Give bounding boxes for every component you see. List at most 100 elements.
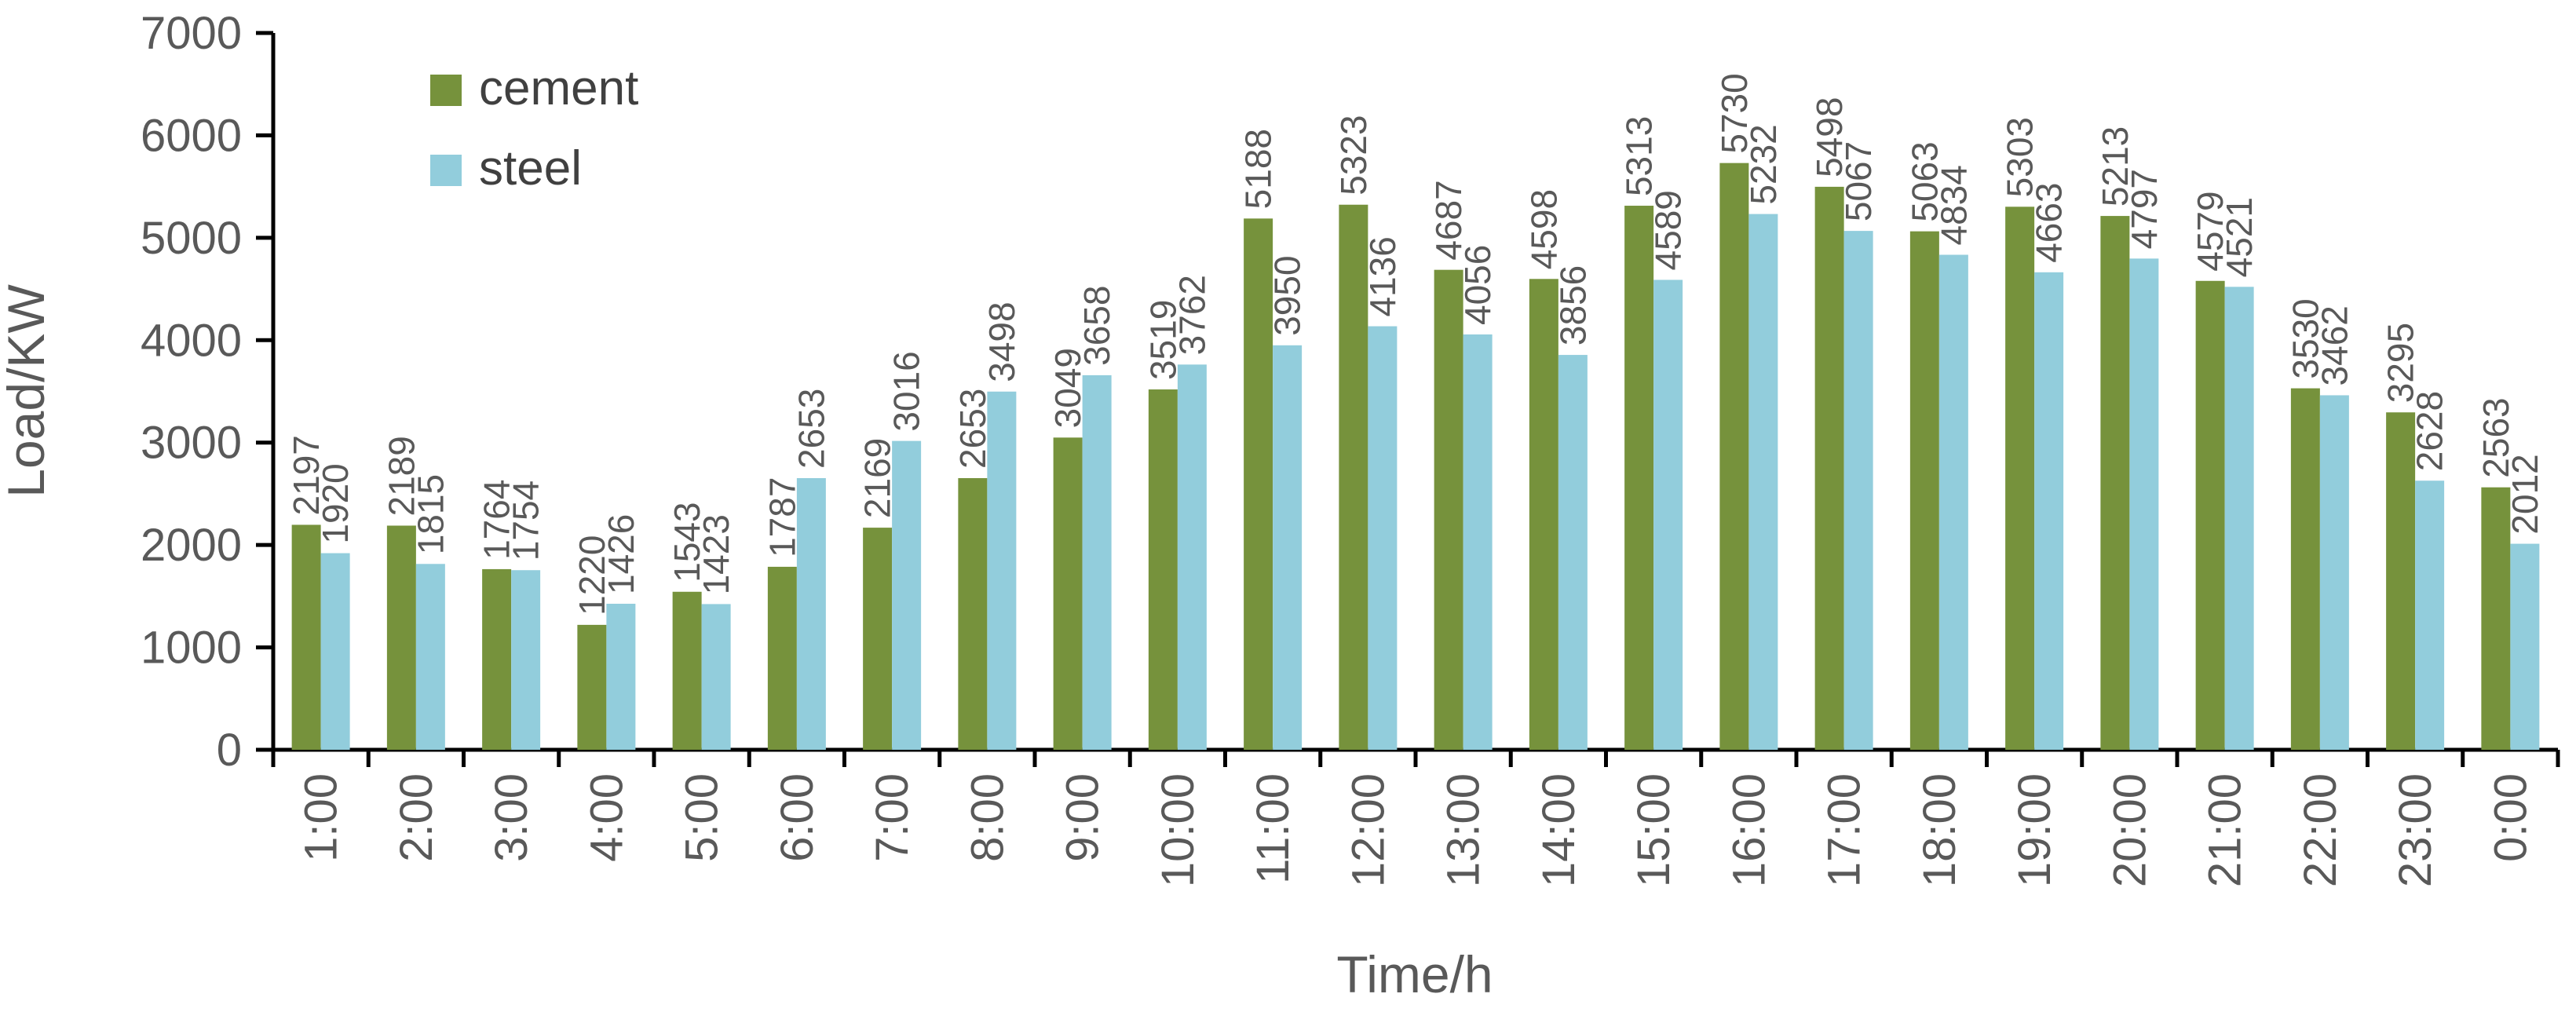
bar-steel <box>987 391 1017 750</box>
legend-label-steel: steel <box>479 141 582 195</box>
x-tick-label: 4:00 <box>581 773 632 862</box>
bar-cement <box>1339 204 1368 750</box>
data-label-cement: 2197 <box>286 435 327 515</box>
data-label-steel: 2628 <box>2410 391 2450 471</box>
data-label-cement: 2189 <box>381 436 422 516</box>
bar-cement <box>386 525 416 750</box>
data-label-cement: 5498 <box>1809 97 1850 177</box>
data-label-steel: 4663 <box>2029 182 2070 262</box>
data-label-cement: 1787 <box>762 477 802 557</box>
bar-steel <box>1177 364 1207 750</box>
x-tick-label: 18:00 <box>1914 773 1965 887</box>
data-label-cement: 5730 <box>1714 73 1755 153</box>
y-tick-label: 6000 <box>141 110 242 161</box>
x-tick-label: 3:00 <box>486 773 537 862</box>
legend: cement steel <box>430 61 638 195</box>
data-label-steel: 5232 <box>1743 124 1784 204</box>
data-label-steel: 4136 <box>1362 236 1403 316</box>
data-label-cement: 1543 <box>667 502 707 582</box>
bar-steel <box>1748 214 1778 750</box>
x-tick-label: 1:00 <box>296 773 347 862</box>
x-tick-label: 21:00 <box>2200 773 2251 887</box>
data-label-steel: 2653 <box>791 389 831 469</box>
bar-steel <box>1938 254 1968 750</box>
x-tick-label: 0:00 <box>2485 773 2536 862</box>
data-label-steel: 4589 <box>1648 190 1689 270</box>
data-label-cement: 3530 <box>2285 298 2326 378</box>
x-tick-label: 6:00 <box>772 773 823 862</box>
x-tick-label: 15:00 <box>1628 773 1679 887</box>
x-tick-label: 5:00 <box>677 773 728 862</box>
data-label-steel: 1423 <box>696 514 736 594</box>
y-tick-label: 2000 <box>141 520 242 571</box>
bar-cement <box>577 624 607 750</box>
data-label-cement: 5303 <box>2000 117 2041 197</box>
bar-steel <box>2510 543 2540 750</box>
bar-cement <box>291 524 321 750</box>
data-label-cement: 5313 <box>1619 116 1660 196</box>
bar-cement <box>1814 186 1844 751</box>
y-tick-label: 4000 <box>141 315 242 366</box>
data-label-steel: 4834 <box>1933 165 1974 245</box>
bar-cement <box>1719 163 1749 750</box>
bar-cement <box>1909 231 1939 750</box>
y-tick-label: 3000 <box>141 418 242 469</box>
data-label-cement: 1220 <box>572 535 612 616</box>
bar-cement <box>2005 206 2035 750</box>
data-label-steel: 1754 <box>506 480 546 561</box>
data-label-steel: 4056 <box>1457 245 1498 325</box>
data-label-cement: 5323 <box>1333 115 1374 195</box>
data-label-cement: 5188 <box>1238 129 1279 209</box>
y-axis-title: Load/KW <box>0 284 55 498</box>
data-label-steel: 2012 <box>2505 454 2545 534</box>
bar-cement <box>1434 269 1463 750</box>
x-tick-label: 8:00 <box>962 773 1013 862</box>
bar-cement <box>1053 437 1083 750</box>
data-label-steel: 1815 <box>410 474 451 554</box>
data-label-cement: 5213 <box>2095 126 2136 206</box>
y-axis: 0 1000 2000 3000 4000 5000 6000 7000 <box>141 8 276 776</box>
data-label-steel: 3762 <box>1171 275 1212 355</box>
bar-cement <box>2195 280 2225 750</box>
data-label-steel: 3658 <box>1076 286 1117 366</box>
x-tick-label: 13:00 <box>1438 773 1489 887</box>
x-tick-label: 19:00 <box>2009 773 2060 887</box>
bars <box>291 163 2540 751</box>
x-tick-label: 14:00 <box>1533 773 1584 887</box>
x-tick-label: 20:00 <box>2104 773 2155 887</box>
x-tick-label: 22:00 <box>2295 773 2346 887</box>
x-tick-label: 23:00 <box>2390 773 2441 887</box>
legend-swatch-steel <box>430 155 462 186</box>
bar-cement <box>2481 487 2511 750</box>
bar-steel <box>892 440 922 750</box>
bar-steel <box>320 553 350 750</box>
bar-steel <box>606 604 636 750</box>
data-label-steel: 4521 <box>2219 197 2260 277</box>
x-tick-label: 16:00 <box>1723 773 1774 887</box>
bar-steel <box>1558 355 1588 750</box>
data-label-steel: 1426 <box>601 514 641 594</box>
bar-steel <box>415 564 445 750</box>
bar-cement <box>482 568 512 750</box>
data-label-steel: 3462 <box>2314 305 2355 385</box>
data-label-steel: 3498 <box>981 301 1022 382</box>
y-tick-label: 1000 <box>141 623 242 674</box>
data-label-steel: 1920 <box>315 463 356 543</box>
bar-steel <box>2034 272 2064 750</box>
x-tick-label: 10:00 <box>1153 773 1204 887</box>
data-label-cement: 2653 <box>952 389 993 469</box>
bar-steel <box>1843 231 1873 751</box>
data-label-cement: 5063 <box>1904 141 1945 221</box>
data-label-steel: 3856 <box>1552 265 1593 345</box>
bar-cement <box>958 477 988 750</box>
legend-swatch-cement <box>430 75 462 106</box>
data-label-cement: 2169 <box>857 438 898 518</box>
data-label-steel: 3950 <box>1267 255 1308 335</box>
bar-steel <box>2129 258 2159 751</box>
data-label-cement: 1764 <box>477 480 517 560</box>
data-label-cement: 3295 <box>2381 323 2421 403</box>
x-tick-label: 7:00 <box>867 773 918 862</box>
